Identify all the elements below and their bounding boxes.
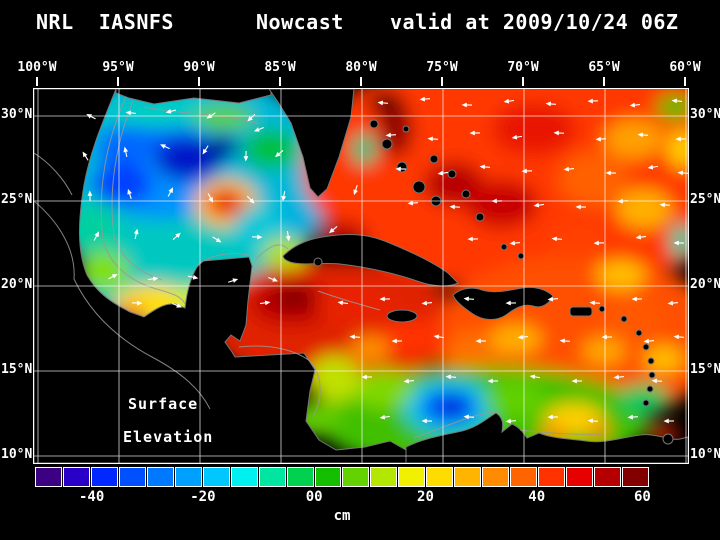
colorbar-cell — [595, 468, 621, 486]
lon-tick-mark — [522, 77, 524, 86]
lon-tick-mark — [360, 77, 362, 86]
lon-tick-label: 85°W — [264, 60, 296, 75]
colorbar-cell — [287, 468, 313, 486]
lon-tick-label: 60°W — [669, 60, 701, 75]
land-masses — [34, 89, 688, 463]
valid-time: valid at 2009/10/24 06Z — [390, 10, 679, 34]
colorbar-cell — [539, 468, 565, 486]
lat-tick-label: 20°N — [690, 277, 720, 293]
lat-tick-label: 10°N — [690, 447, 720, 463]
colorbar-cell — [567, 468, 593, 486]
longitude-axis: 100°W 95°W 90°W 85°W 80°W 75°W 70°W 65°W 60°W — [17, 0, 701, 88]
colorbar-cell — [623, 468, 648, 486]
lon-tick-label: 95°W — [102, 60, 134, 75]
lon-tick-label: 70°W — [507, 60, 539, 75]
map-area: Surface Elevation — [33, 88, 689, 464]
lon-tick-mark — [198, 77, 200, 86]
colorbar-cell — [399, 468, 425, 486]
lon-tick-mark — [603, 77, 605, 86]
lon-tick-label: 75°W — [426, 60, 458, 75]
colorbar-cell — [147, 468, 173, 486]
colorbar-tick-label: 60 — [633, 489, 651, 505]
colorbar-tick-label: 40 — [528, 489, 546, 505]
lon-tick-mark — [36, 77, 38, 86]
graticule — [34, 89, 688, 463]
colorbar-cell — [259, 468, 285, 486]
colorbar-cell — [119, 468, 145, 486]
colorbar-cell — [175, 468, 201, 486]
map-svg: Surface Elevation — [34, 89, 688, 463]
colorbar-cell — [315, 468, 341, 486]
colorbar-cell — [483, 468, 509, 486]
lon-tick-label: 80°W — [345, 60, 377, 75]
bathymetry-contours — [34, 96, 603, 439]
model-name: NRL IASNFS — [36, 10, 174, 34]
colorbar-cell — [203, 468, 229, 486]
colorbar-tick-label: -20 — [190, 489, 216, 505]
lon-tick-mark — [117, 77, 119, 86]
land-mexico-central-america — [34, 89, 407, 463]
colorbar-cell — [36, 468, 61, 486]
lat-tick-label: 25°N — [690, 192, 720, 208]
colorbar-cell — [455, 468, 481, 486]
colorbar-tick-label: 20 — [417, 489, 434, 505]
colorbar-cell — [343, 468, 369, 486]
land-jamaica — [386, 309, 418, 323]
land-lesser-antilles — [598, 305, 656, 407]
land-trinidad — [662, 433, 674, 445]
lat-tick-label: 25°N — [1, 192, 33, 208]
colorbar-cell — [231, 468, 257, 486]
lon-tick-label: 90°W — [183, 60, 215, 75]
colorbar — [36, 468, 648, 486]
colorbar-tick-labels: -40 -20 00 20 40 60 — [36, 489, 651, 507]
product-type: Nowcast — [256, 10, 344, 34]
land-puerto-rico — [569, 306, 593, 317]
lon-tick-label: 65°W — [588, 60, 620, 75]
lat-tick-label: 30°N — [1, 107, 33, 123]
lat-tick-label: 10°N — [1, 447, 33, 463]
lon-tick-mark — [279, 77, 281, 86]
lon-tick-label: 100°W — [17, 60, 57, 75]
lat-tick-label: 20°N — [1, 277, 33, 293]
latitude-axis-right: 30°N 25°N 20°N 15°N 10°N — [690, 0, 720, 540]
current-vectors — [82, 96, 688, 424]
latitude-axis-left: 30°N 25°N 20°N 15°N 10°N — [1, 0, 33, 540]
colorbar-cell — [371, 468, 397, 486]
colorbar-cell — [91, 468, 117, 486]
lat-tick-label: 30°N — [690, 107, 720, 123]
land-isle-of-youth — [313, 257, 323, 267]
colorbar-cell — [63, 468, 89, 486]
colorbar-tick-label: 00 — [305, 489, 323, 505]
land-hispaniola — [452, 286, 554, 320]
colorbar-tick-label: -40 — [78, 489, 105, 505]
colorbar-cell — [427, 468, 453, 486]
colorbar-cell — [511, 468, 537, 486]
colorbar-unit-label: cm — [333, 508, 351, 524]
lat-tick-label: 15°N — [690, 362, 720, 378]
field-label-line1: Surface — [128, 395, 198, 413]
lat-tick-label: 15°N — [1, 362, 33, 378]
lon-tick-mark — [441, 77, 443, 86]
field-label-line2: Elevation — [123, 428, 213, 446]
lon-tick-mark — [684, 77, 686, 86]
